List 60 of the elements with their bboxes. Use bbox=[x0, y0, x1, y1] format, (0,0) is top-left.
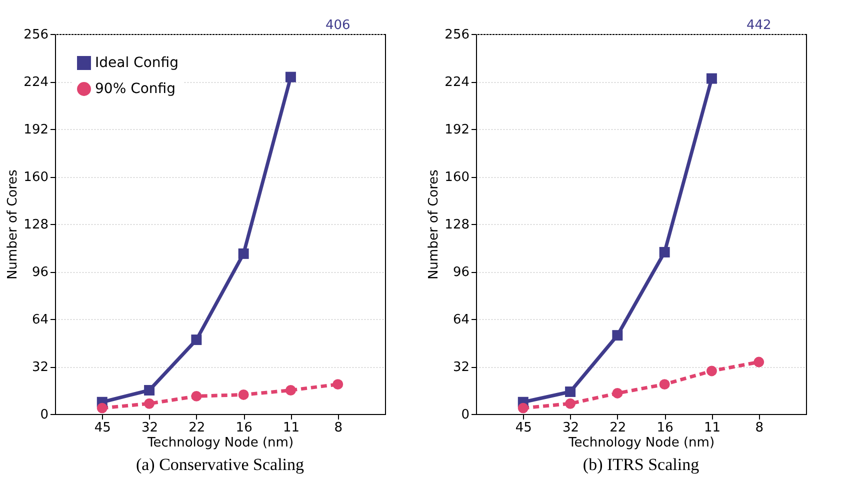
y-tick-label: 64 bbox=[452, 312, 470, 328]
y-tick-label: 96 bbox=[32, 265, 48, 280]
x-axis-title: Technology Node (nm) bbox=[146, 436, 294, 450]
y-tick-label: 32 bbox=[452, 360, 470, 375]
y-tick-label: 160 bbox=[444, 170, 470, 185]
x-tick-label: 11 bbox=[282, 420, 300, 436]
x-tick-label: 45 bbox=[94, 420, 111, 436]
y-tick-label: 224 bbox=[444, 75, 470, 90]
point bbox=[96, 402, 108, 414]
y-tick-label: 256 bbox=[444, 28, 470, 42]
point bbox=[754, 356, 764, 368]
point bbox=[659, 379, 670, 390]
y-axis-title: Number of Cores bbox=[426, 169, 442, 280]
point bbox=[285, 72, 296, 82]
point bbox=[144, 398, 155, 409]
y-tick-label: 160 bbox=[24, 170, 48, 185]
text: 406 bbox=[325, 18, 350, 33]
point bbox=[238, 389, 249, 400]
x-tick-label: 32 bbox=[142, 420, 158, 436]
point bbox=[144, 385, 155, 396]
point bbox=[565, 386, 576, 397]
legend-label: Ideal Config bbox=[95, 55, 178, 71]
point bbox=[565, 398, 576, 409]
y-tick-label: 32 bbox=[32, 360, 48, 375]
x-tick-label: 22 bbox=[188, 420, 206, 436]
y-tick-label: 0 bbox=[461, 408, 470, 422]
x-tick-label: 16 bbox=[656, 420, 674, 436]
y-tick-label: 192 bbox=[24, 122, 48, 138]
y-tick-label: 0 bbox=[40, 408, 48, 422]
y-tick-label: 96 bbox=[452, 265, 470, 280]
x-tick-label: 32 bbox=[562, 420, 580, 436]
y-tick-label: 224 bbox=[24, 75, 48, 90]
text: (a) Conservative Scaling bbox=[136, 455, 305, 474]
point bbox=[191, 390, 202, 402]
text: 442 bbox=[746, 18, 772, 33]
point bbox=[706, 366, 717, 376]
y-tick-label: 64 bbox=[32, 312, 48, 328]
y-axis-title: Number of Cores bbox=[6, 169, 21, 280]
point bbox=[518, 402, 528, 414]
y-tick-label: 128 bbox=[24, 218, 48, 232]
y-tick-label: 256 bbox=[24, 28, 48, 42]
point bbox=[706, 73, 717, 84]
x-tick-label: 45 bbox=[515, 420, 532, 436]
y-tick-label: 128 bbox=[444, 218, 470, 232]
x-tick-label: 8 bbox=[755, 420, 764, 436]
point bbox=[191, 334, 202, 346]
y-tick-label: 192 bbox=[444, 122, 470, 138]
point bbox=[285, 385, 296, 396]
text: (b) ITRS Scaling bbox=[582, 455, 700, 474]
point bbox=[332, 379, 344, 390]
point bbox=[612, 330, 623, 341]
x-tick-label: 16 bbox=[236, 420, 252, 436]
point bbox=[612, 388, 623, 398]
point bbox=[238, 248, 249, 259]
x-tick-label: 11 bbox=[704, 420, 720, 436]
x-tick-label: 8 bbox=[334, 420, 342, 436]
x-tick-label: 22 bbox=[610, 420, 626, 436]
x-axis-title: Technology Node (nm) bbox=[567, 436, 715, 450]
point bbox=[659, 246, 670, 258]
legend-label: 90% Config bbox=[95, 81, 176, 97]
